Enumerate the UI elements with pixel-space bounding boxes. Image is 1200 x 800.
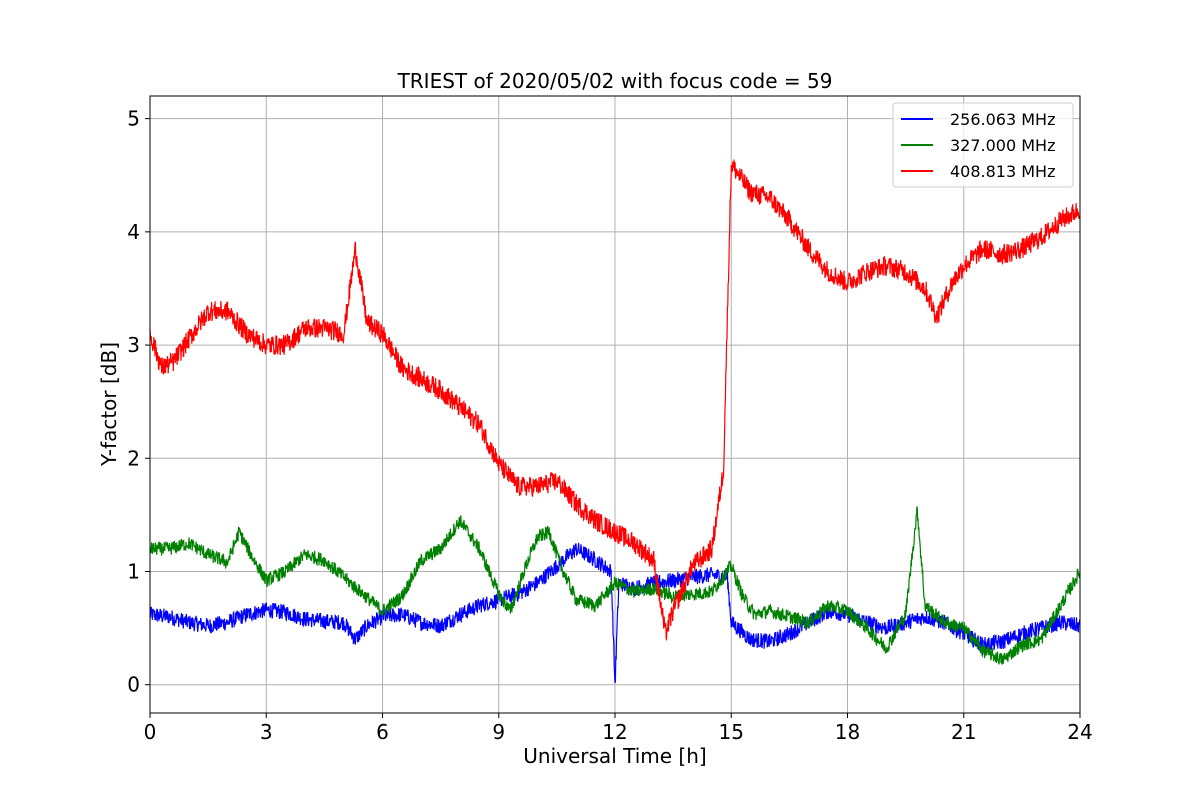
series-line-1	[149, 542, 1081, 684]
legend: 256.063 MHz 327.000 MHz 408.813 MHz	[892, 102, 1074, 188]
series-line-2	[149, 506, 1081, 665]
x-tick-label: 3	[260, 720, 273, 744]
x-tick-label: 15	[719, 720, 744, 744]
series-line-3	[149, 159, 1081, 642]
legend-label-3: 408.813 MHz	[950, 162, 1055, 181]
series-lines	[149, 159, 1081, 684]
x-tick-label: 6	[376, 720, 389, 744]
y-tick-label: 2	[127, 446, 140, 470]
y-tick-label: 3	[127, 333, 140, 357]
legend-label-2: 327.000 MHz	[950, 136, 1055, 155]
legend-label-1: 256.063 MHz	[950, 110, 1055, 129]
y-tick-label: 1	[127, 559, 140, 583]
x-tick-label: 24	[1067, 720, 1092, 744]
x-tick-label: 21	[951, 720, 976, 744]
x-tick-label: 9	[492, 720, 505, 744]
chart-title: TRIEST of 2020/05/02 with focus code = 5…	[397, 69, 833, 93]
y-tick-label: 0	[127, 673, 140, 697]
x-tick-label: 12	[602, 720, 627, 744]
x-axis-label: Universal Time [h]	[523, 744, 706, 768]
y-tick-label: 5	[127, 107, 140, 131]
y-axis-label: Y-factor [dB]	[97, 342, 121, 467]
y-tick-label: 4	[127, 220, 140, 244]
x-tick-label: 18	[835, 720, 860, 744]
x-tick-label: 0	[144, 720, 157, 744]
legend-box	[892, 102, 1074, 188]
